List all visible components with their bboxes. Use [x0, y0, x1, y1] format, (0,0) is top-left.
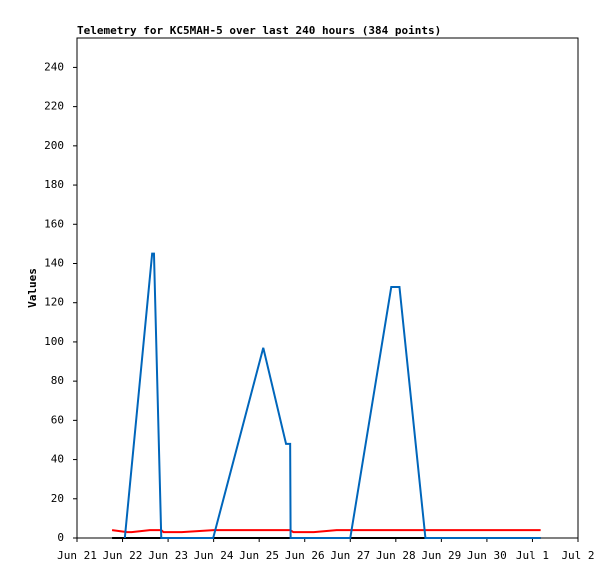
x-tick-label: Jun 25 — [239, 549, 279, 562]
x-tick-label: Jun 27 — [330, 549, 370, 562]
y-tick-label: 20 — [51, 492, 64, 505]
x-tick-label: Jun 26 — [285, 549, 325, 562]
y-tick-label: 180 — [44, 178, 64, 191]
y-tick-label: 80 — [51, 374, 64, 387]
data-line — [123, 252, 541, 539]
y-axis-label: Values — [26, 268, 39, 308]
x-tick-label: Jun 30 — [467, 549, 507, 562]
y-tick-label: 0 — [57, 531, 64, 544]
x-tick-label: Jun 28 — [376, 549, 416, 562]
x-tick-label: Jun 21 — [57, 549, 97, 562]
x-tick-label: Jun 23 — [148, 549, 188, 562]
y-tick-label: 200 — [44, 139, 64, 152]
x-tick-label: Jun 22 — [103, 549, 143, 562]
y-tick-label: 240 — [44, 60, 64, 73]
y-tick-label: 220 — [44, 100, 64, 113]
plot-frame — [76, 37, 579, 539]
chart-title: Telemetry for KC5MAH-5 over last 240 hou… — [77, 24, 441, 37]
y-tick-label: 40 — [51, 453, 64, 466]
y-tick-label: 140 — [44, 256, 64, 269]
y-tick-label: 160 — [44, 217, 64, 230]
x-tick-label: Jul 1 — [516, 549, 549, 562]
y-tick-label: 60 — [51, 413, 64, 426]
y-tick-label: 100 — [44, 335, 64, 348]
x-tick-label: Jun 24 — [194, 549, 234, 562]
y-tick-label: 120 — [44, 296, 64, 309]
data-line — [111, 529, 541, 534]
x-tick-label: Jun 29 — [421, 549, 461, 562]
x-tick-label: Jul 2 — [561, 549, 594, 562]
